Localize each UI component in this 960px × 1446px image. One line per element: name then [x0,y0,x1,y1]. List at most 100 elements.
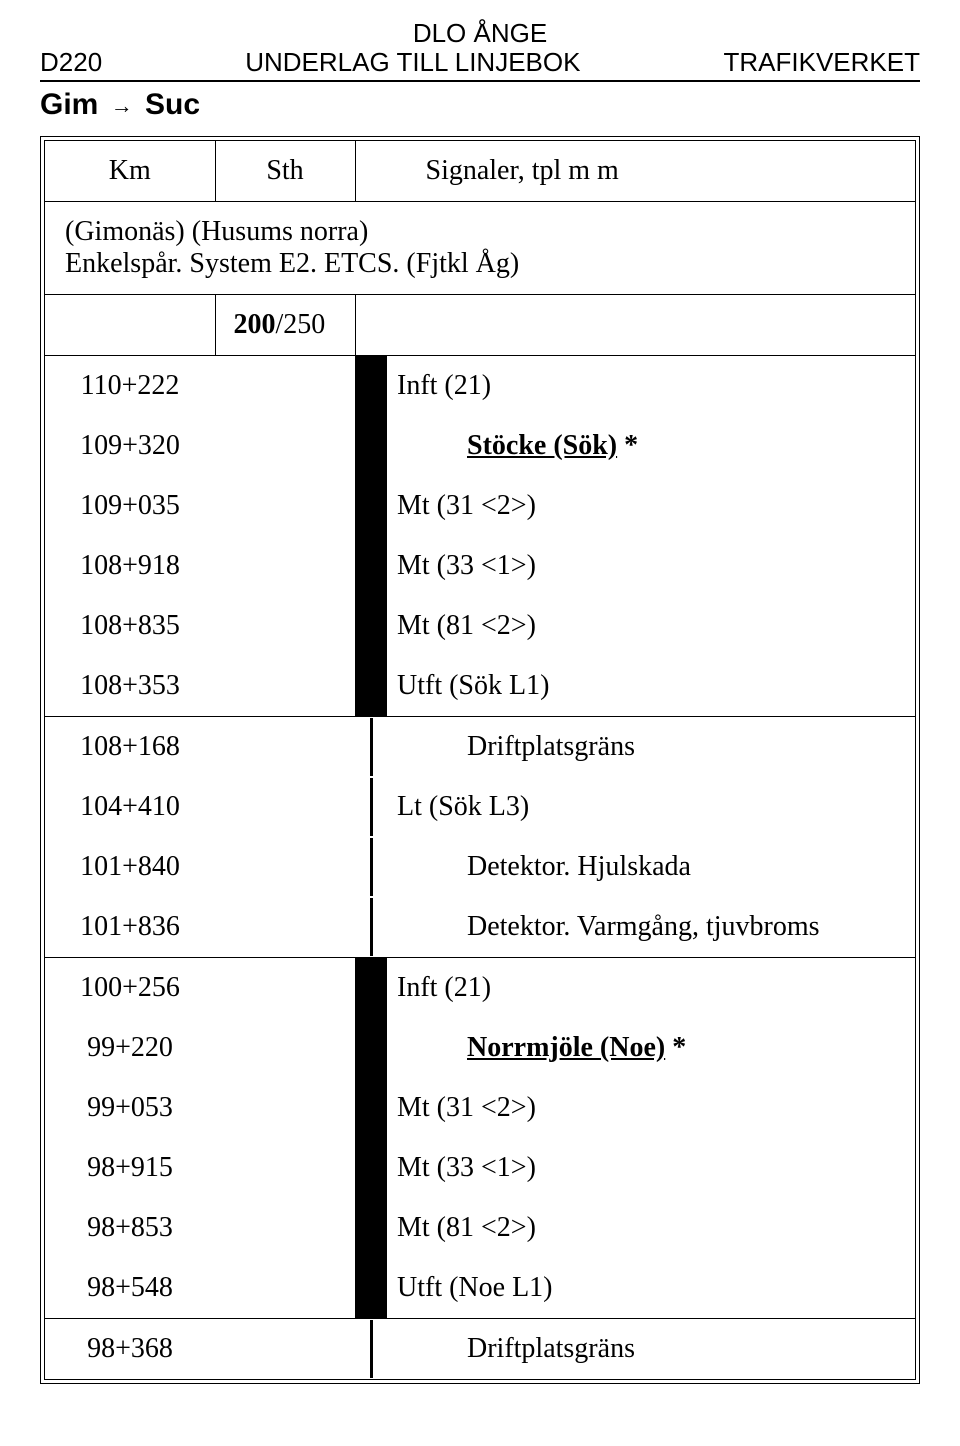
route-arrow-icon: → [107,93,137,118]
sth-cell [215,1258,355,1319]
track-bar-thick [355,958,387,1019]
sig-cell: Stöcke (Sök) * [387,416,915,476]
km-cell: 101+840 [45,837,215,897]
speed-sth-cell: 200/250 [215,295,355,356]
track-bar-thick [355,1258,387,1319]
track-bar-thick [355,356,387,417]
sig-cell: Mt (31 <2>) [387,476,915,536]
sig-cell: Inft (21) [387,356,915,417]
sig-cell: Detektor. Varmgång, tjuvbroms [387,897,915,958]
linjebok-table: Km Sth Signaler, tpl m m (Gimonäs) (Husu… [45,141,915,1379]
track-bar-thin-cell [355,717,387,778]
table-row: 108+353 Utft (Sök L1) [45,656,915,717]
table-row: 99+220 Norrmjöle (Noe) * [45,1018,915,1078]
track-bar-thick [355,1018,387,1078]
km-cell: 99+220 [45,1018,215,1078]
track-bar-thick [355,416,387,476]
table-row: 98+915Mt (33 <1>) [45,1138,915,1198]
km-cell: 109+035 [45,476,215,536]
track-bar-thick [355,476,387,536]
km-cell: 99+053 [45,1078,215,1138]
station-marker: * [617,430,638,461]
km-cell: 109+320 [45,416,215,476]
sth-cell [215,656,355,717]
table-header-row: Km Sth Signaler, tpl m m [45,141,915,202]
table-row: 101+840 Detektor. Hjulskada [45,837,915,897]
route-title: Gim → Suc [40,88,920,122]
table-body: (Gimonäs) (Husums norra) Enkelspår. Syst… [45,202,915,1380]
table-row: 101+836 Detektor. Varmgång, tjuvbroms [45,897,915,958]
station-name: Norrmjöle (Noe) [467,1032,665,1063]
km-cell: 98+915 [45,1138,215,1198]
km-cell: 98+548 [45,1258,215,1319]
sig-cell: Mt (31 <2>) [387,1078,915,1138]
table-row: 109+320 Stöcke (Sök) * [45,416,915,476]
intro-line1: (Gimonäs) (Husums norra) [65,216,895,248]
track-bar-thin [370,898,373,956]
sth-cell [215,1198,355,1258]
station-name: Stöcke (Sök) [467,430,617,461]
km-cell: 108+168 [45,717,215,778]
table-row: 108+918 Mt (33 <1>) [45,536,915,596]
sig-cell: Mt (33 <1>) [387,536,915,596]
col-km: Km [45,141,215,202]
table-row: 109+035 Mt (31 <2>) [45,476,915,536]
table-row: 99+053 Mt (31 <2>) [45,1078,915,1138]
km-cell: 108+918 [45,536,215,596]
sig-cell: Driftplatsgräns [387,717,915,778]
header-right: TRAFIKVERKET [724,47,920,78]
table-row: 98+853 Mt (81 <2>) [45,1198,915,1258]
col-sth: Sth [215,141,355,202]
speed-rest: /250 [276,309,326,340]
track-bar-thin [370,718,373,776]
sth-cell [215,1319,355,1380]
sth-cell [215,897,355,958]
track-bar-thin-cell [355,777,387,837]
track-bar-thin-cell [355,837,387,897]
table-row: 108+835Mt (81 <2>) [45,596,915,656]
route-to: Suc [145,88,200,121]
table-row: 100+256 Inft (21) [45,958,915,1019]
sth-cell [215,1138,355,1198]
header-top: DLO ÅNGE [40,18,920,49]
intro-row: (Gimonäs) (Husums norra) Enkelspår. Syst… [45,202,915,295]
sig-cell: Inft (21) [387,958,915,1019]
sig-cell: Mt (81 <2>) [387,1198,915,1258]
track-bar-thick [355,596,387,656]
sig-cell: Mt (81 <2>) [387,596,915,656]
station-marker: * [665,1032,686,1063]
table-outer-border: Km Sth Signaler, tpl m m (Gimonäs) (Husu… [40,136,920,1384]
track-bar-thin [370,838,373,896]
route-from: Gim [40,88,98,121]
km-cell: 108+353 [45,656,215,717]
track-bar-thick [355,1078,387,1138]
sig-cell: Norrmjöle (Noe) * [387,1018,915,1078]
col-sig: Signaler, tpl m m [355,141,915,202]
speed-km-cell [45,295,215,356]
track-bar-thick [355,1138,387,1198]
sth-cell [215,596,355,656]
km-cell: 104+410 [45,777,215,837]
km-cell: 98+368 [45,1319,215,1380]
sig-cell: Lt (Sök L3) [387,777,915,837]
sth-cell [215,1078,355,1138]
km-cell: 101+836 [45,897,215,958]
km-cell: 98+853 [45,1198,215,1258]
speed-bold: 200 [234,309,276,340]
table-row: 98+548 Utft (Noe L1) [45,1258,915,1319]
header-left: D220 [40,47,102,78]
sig-cell: Utft (Noe L1) [387,1258,915,1319]
km-cell: 110+222 [45,356,215,417]
sth-cell [215,416,355,476]
table-inner-border: Km Sth Signaler, tpl m m (Gimonäs) (Husu… [44,140,916,1380]
track-bar-thin-cell [355,897,387,958]
header-row: D220 UNDERLAG TILL LINJEBOK TRAFIKVERKET [40,47,920,82]
table-row: 108+168 Driftplatsgräns [45,717,915,778]
speed-row: 200/250 [45,295,915,356]
sig-cell: Detektor. Hjulskada [387,837,915,897]
sth-cell [215,1018,355,1078]
intro-cell: (Gimonäs) (Husums norra) Enkelspår. Syst… [45,202,915,295]
sig-cell: Utft (Sök L1) [387,656,915,717]
km-cell: 100+256 [45,958,215,1019]
track-bar-thin [370,1320,373,1378]
